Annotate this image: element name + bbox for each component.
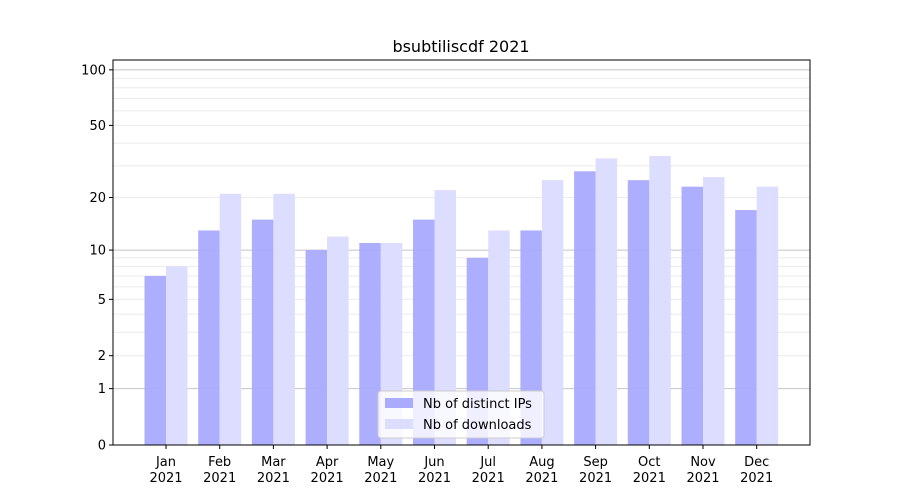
x-tick-label: 2021: [472, 471, 505, 486]
x-tick-label: 2021: [203, 471, 236, 486]
y-tick-label: 20: [89, 191, 106, 206]
y-tick-label: 100: [81, 63, 106, 78]
legend-label: Nb of distinct IPs: [423, 397, 532, 412]
x-tick-label: Oct: [638, 455, 660, 470]
bar-downloads: [756, 186, 779, 446]
x-tick-label: Nov: [690, 455, 716, 470]
y-tick-label: 0: [98, 439, 106, 454]
bar-downloads: [595, 158, 618, 445]
bar-distinct-ips: [198, 230, 220, 445]
x-tick-label: 2021: [311, 471, 344, 486]
bar-distinct-ips: [574, 171, 596, 445]
plot-frame: [112, 59, 811, 446]
legend-swatch: [385, 419, 413, 429]
x-tick-label: Jul: [479, 455, 496, 470]
bar-downloads: [649, 155, 671, 446]
y-tick-label: 10: [89, 244, 106, 259]
x-tick-label: Dec: [744, 455, 769, 470]
x-tick-label: 2021: [257, 471, 290, 486]
legend-label: Nb of downloads: [423, 418, 532, 433]
x-tick-label: 2021: [364, 471, 397, 486]
bar-downloads: [166, 266, 188, 445]
bar-distinct-ips: [413, 219, 435, 445]
x-tick-label: Sep: [583, 455, 608, 470]
bar-distinct-ips: [681, 186, 703, 446]
bar-distinct-ips: [735, 210, 757, 445]
x-tick-label: 2021: [633, 471, 666, 486]
bar-downloads: [541, 180, 564, 445]
bar-distinct-ips: [627, 180, 650, 445]
legend-swatch: [385, 398, 413, 408]
x-tick-label: 2021: [686, 471, 719, 486]
bar-downloads: [219, 193, 242, 445]
x-tick-label: Aug: [529, 455, 554, 470]
x-tick-label: 2021: [525, 471, 558, 486]
x-tick-label: Feb: [208, 455, 231, 470]
y-tick-label: 5: [98, 293, 106, 308]
legend: [377, 390, 545, 439]
x-tick-label: May: [367, 455, 394, 470]
y-tick-label: 1: [98, 382, 106, 397]
chart-title: bsubtiliscdf 2021: [392, 37, 529, 56]
bar-downloads: [703, 177, 725, 445]
x-tick-label: Jun: [423, 455, 444, 470]
x-tick-label: Mar: [261, 455, 286, 470]
x-tick-label: 2021: [149, 471, 182, 486]
x-tick-label: 2021: [579, 471, 612, 486]
bar-distinct-ips: [305, 250, 328, 445]
y-tick-label: 2: [98, 349, 106, 364]
x-tick-label: 2021: [418, 471, 451, 486]
bar-distinct-ips: [359, 243, 381, 445]
x-tick-label: Jan: [155, 455, 176, 470]
x-tick-label: 2021: [740, 471, 773, 486]
bar-distinct-ips: [251, 219, 274, 445]
bar-downloads: [434, 190, 456, 445]
y-tick-label: 50: [89, 119, 106, 134]
bar-downloads: [327, 236, 349, 445]
x-tick-label: Apr: [316, 455, 339, 470]
bar-distinct-ips: [144, 275, 166, 445]
bar-downloads: [273, 193, 295, 445]
